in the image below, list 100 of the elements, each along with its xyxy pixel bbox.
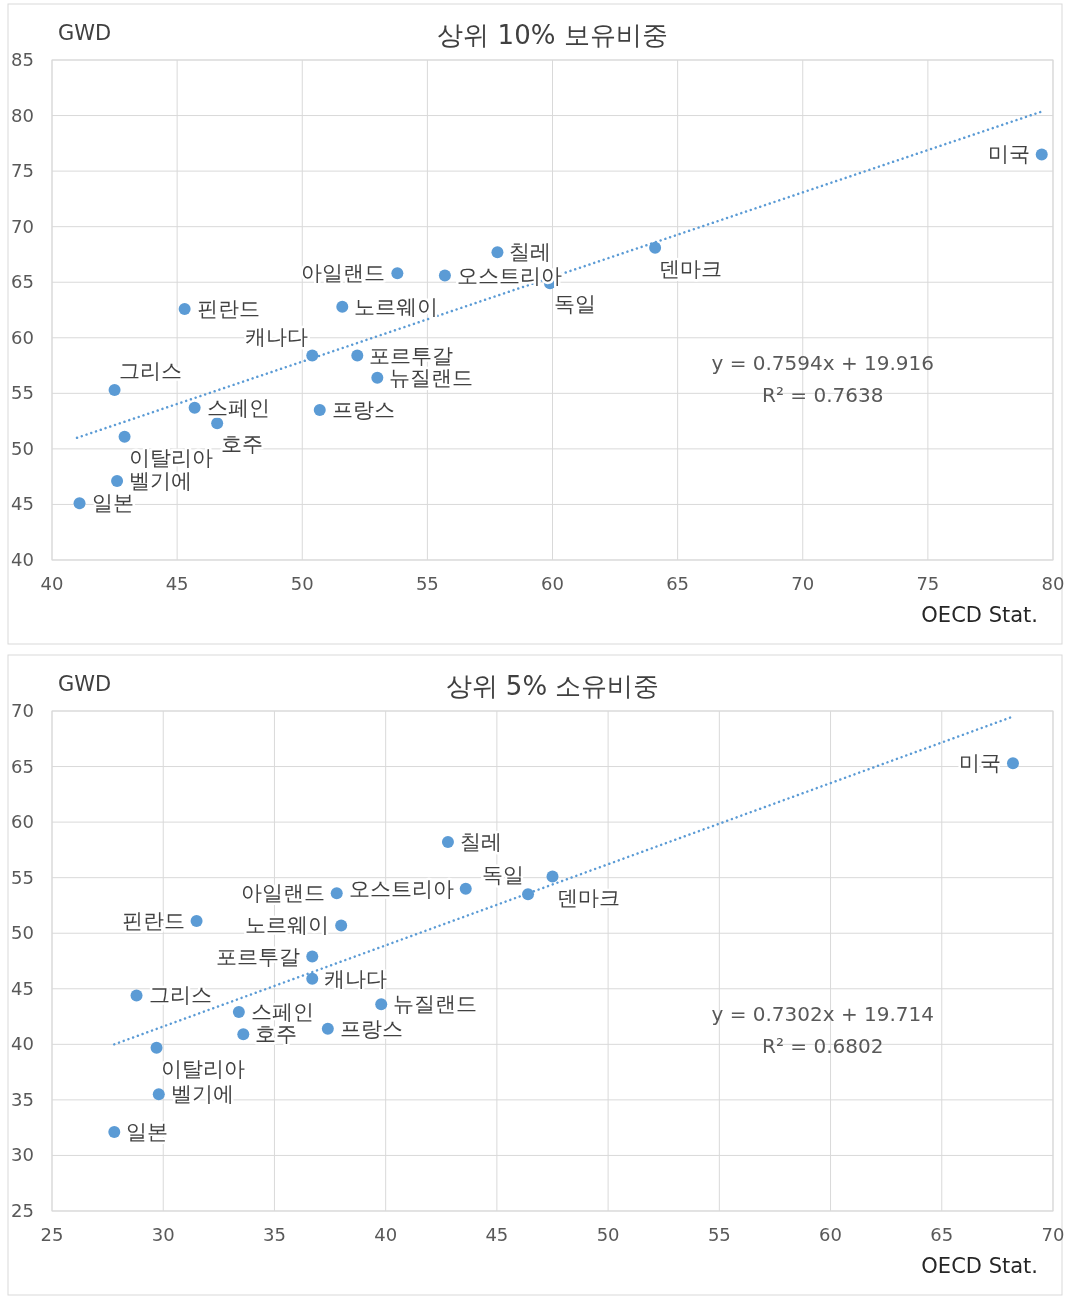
point xyxy=(522,888,535,901)
y-tick-label: 35 xyxy=(11,1088,34,1110)
x-tick-label: 45 xyxy=(485,1224,509,1245)
y-tick-label: 50 xyxy=(11,437,34,459)
annotation: 미국 xyxy=(987,142,1030,167)
point xyxy=(211,417,224,430)
annotation: y = 0.7594x + 19.916 xyxy=(711,351,935,375)
annotation: 미국 xyxy=(958,751,1001,776)
point xyxy=(237,1028,250,1041)
y-tick-label: 60 xyxy=(11,326,34,348)
annotation: 오스트리아 xyxy=(456,263,562,288)
point xyxy=(306,349,319,362)
annotation: 칠레 xyxy=(459,830,502,855)
point xyxy=(190,915,203,927)
x-tick-label: 35 xyxy=(262,1224,286,1245)
point xyxy=(150,1041,163,1054)
chart-title: 상위 10% 보유비중 xyxy=(437,20,668,50)
annotation: 노르웨이 xyxy=(354,294,439,319)
point xyxy=(335,919,348,932)
point xyxy=(108,384,121,396)
point xyxy=(438,269,451,282)
point xyxy=(649,241,662,254)
x-tick-label: 60 xyxy=(541,573,564,594)
chart-title: 상위 5% 소유비중 xyxy=(445,671,660,701)
y-tick-label: 55 xyxy=(11,866,34,888)
annotation: 프랑스 xyxy=(331,398,395,422)
x-tick-label: 40 xyxy=(374,1224,398,1245)
y-tick-label: 80 xyxy=(11,104,34,126)
annotation: 캐나다 xyxy=(324,966,388,991)
annotation: 포르투갈 xyxy=(369,343,454,368)
annotation: 그리스 xyxy=(148,983,212,1008)
x-tick-label: 40 xyxy=(40,573,64,594)
point xyxy=(152,1088,165,1101)
annotation: 이탈리아 xyxy=(128,445,213,470)
x-axis-title: OECD Stat. xyxy=(921,1254,1038,1278)
y-tick-label: 45 xyxy=(11,977,34,999)
x-tick-label: 65 xyxy=(930,1224,954,1245)
annotation: 칠레 xyxy=(509,240,552,265)
x-tick-label: 50 xyxy=(596,1224,620,1245)
point xyxy=(491,246,504,259)
annotation: 그리스 xyxy=(118,359,182,383)
y-tick-label: 45 xyxy=(11,493,34,515)
y-tick-label: 30 xyxy=(11,1144,34,1166)
x-tick-label: 70 xyxy=(1041,1224,1065,1245)
annotation: 오스트리아 xyxy=(348,876,454,901)
point xyxy=(118,430,131,443)
annotation: 호주 xyxy=(255,1022,298,1047)
x-tick-label: 75 xyxy=(916,573,940,594)
point xyxy=(178,302,191,315)
point xyxy=(73,497,86,510)
point xyxy=(336,300,349,313)
point xyxy=(232,1006,245,1019)
y-tick-label: 60 xyxy=(11,811,34,833)
x-tick-label: 30 xyxy=(151,1224,175,1245)
point xyxy=(188,401,201,414)
annotation: 독일 xyxy=(482,863,525,888)
point xyxy=(391,267,404,280)
point xyxy=(441,836,454,849)
annotation: 일본 xyxy=(91,491,134,516)
y-tick-label: 65 xyxy=(11,271,34,293)
annotation: 스페인 xyxy=(206,395,270,420)
annotation: 일본 xyxy=(126,1120,169,1145)
point xyxy=(375,998,388,1011)
annotation: 벨기에 xyxy=(129,469,193,494)
point xyxy=(351,349,364,362)
annotation: 핀란드 xyxy=(121,909,185,933)
x-tick-label: 45 xyxy=(165,573,189,594)
annotation: 뉴질랜드 xyxy=(389,365,474,390)
x-tick-label: 50 xyxy=(290,573,314,594)
annotation: 스페인 xyxy=(250,1000,314,1025)
x-tick-label: 60 xyxy=(819,1224,843,1245)
y-tick-label: 70 xyxy=(11,700,34,721)
annotation: 이탈리아 xyxy=(160,1056,245,1081)
y-tick-label: 40 xyxy=(11,1033,34,1055)
point xyxy=(306,972,319,985)
annotation: y = 0.7302x + 19.714 xyxy=(711,1002,935,1026)
point xyxy=(546,870,559,883)
x-tick-label: 55 xyxy=(707,1224,731,1245)
annotation: 캐나다 xyxy=(245,324,309,349)
point xyxy=(321,1022,334,1035)
annotation: 프랑스 xyxy=(339,1016,403,1041)
annotation: 호주 xyxy=(221,432,264,457)
annotation: 포르투갈 xyxy=(216,944,301,969)
annotation: 핀란드 xyxy=(196,296,260,321)
point xyxy=(108,1126,121,1139)
x-tick-label: 55 xyxy=(415,573,439,594)
point xyxy=(330,887,343,900)
annotation: 아일랜드 xyxy=(240,881,325,906)
x-tick-label: 65 xyxy=(666,573,690,594)
annotation: 뉴질랜드 xyxy=(393,992,478,1017)
annotation: 아일랜드 xyxy=(301,261,386,286)
point xyxy=(459,882,472,895)
x-axis-title: OECD Stat. xyxy=(921,603,1038,627)
annotation: R² = 0.6802 xyxy=(762,1034,884,1058)
point xyxy=(371,371,384,384)
annotation: 덴마크 xyxy=(556,885,620,910)
point xyxy=(1035,148,1048,161)
y-tick-label: 65 xyxy=(11,755,34,777)
annotation: 덴마크 xyxy=(659,256,723,281)
y-tick-label: 40 xyxy=(11,549,34,570)
